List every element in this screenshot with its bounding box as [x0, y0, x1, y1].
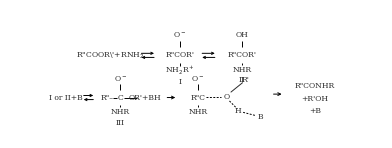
Text: NHR: NHR	[111, 108, 130, 116]
Text: O$^-$: O$^-$	[191, 74, 205, 83]
Text: OR'+BH: OR'+BH	[129, 94, 161, 102]
Text: III: III	[116, 119, 125, 127]
Text: R': R'	[241, 76, 249, 84]
Text: O$^-$: O$^-$	[173, 31, 186, 40]
Text: NH$_2$R$^+$: NH$_2$R$^+$	[165, 64, 194, 77]
Text: R"C: R"C	[191, 94, 205, 102]
Text: B: B	[257, 113, 263, 121]
Text: +B: +B	[309, 107, 321, 115]
Text: R"COR': R"COR'	[227, 51, 256, 59]
Text: R"–: R"–	[100, 94, 113, 102]
Text: O: O	[224, 93, 230, 101]
Text: +R'OH: +R'OH	[301, 95, 328, 103]
Text: I: I	[178, 78, 181, 86]
Text: NHR: NHR	[188, 108, 207, 116]
Text: R"COR': R"COR'	[165, 51, 194, 59]
Text: R"CONHR: R"CONHR	[295, 82, 335, 90]
Text: O$^-$: O$^-$	[114, 74, 127, 83]
Text: R"COOR\'+RNH$_2$: R"COOR\'+RNH$_2$	[76, 50, 144, 61]
Text: II: II	[239, 76, 245, 84]
Text: OH: OH	[236, 31, 248, 39]
Text: I or II+B: I or II+B	[49, 94, 83, 102]
Text: NHR: NHR	[232, 66, 252, 74]
Text: C: C	[118, 94, 123, 102]
Text: H: H	[235, 107, 241, 115]
